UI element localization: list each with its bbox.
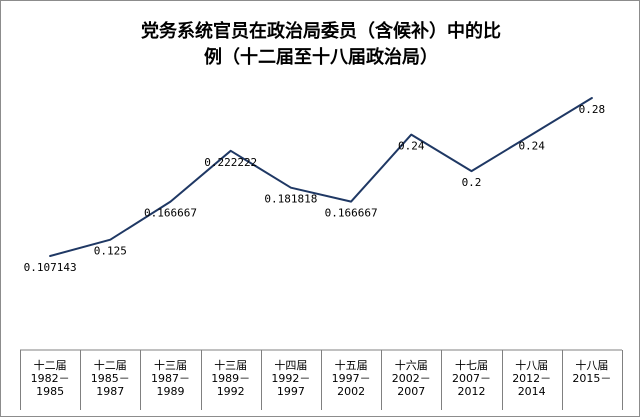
x-tick-label: 2012－ (512, 372, 551, 385)
x-tick-label: 2007 (397, 385, 425, 398)
x-tick-label: 2015－ (572, 372, 611, 385)
x-tick-label: 十二届 (94, 358, 127, 372)
x-tick-label: 1992 (217, 385, 245, 398)
chart-title-line-1: 党务系统官员在政治局委员（含候补）中的比 (141, 21, 501, 42)
x-tick-label: 1982－ (31, 372, 70, 385)
x-tick-label: 2002 (337, 385, 365, 398)
data-label: 0.107143 (24, 261, 77, 274)
data-label: 0.222222 (204, 156, 257, 169)
x-tick-label: 1985－ (91, 372, 130, 385)
x-tick-label: 2007－ (452, 372, 491, 385)
x-tick-label: 十三届 (214, 358, 247, 372)
data-label: 0.166667 (325, 207, 378, 220)
x-tick-label: 十四届 (274, 358, 307, 372)
x-tick-label: 十七届 (455, 358, 488, 372)
x-tick-label: 1997 (277, 385, 305, 398)
data-label: 0.2 (462, 176, 482, 189)
x-tick-label: 1987 (96, 385, 124, 398)
data-label: 0.24 (398, 140, 425, 153)
chart-title-line-2: 例（十二届至十八届政治局） (204, 47, 438, 68)
series-line (49, 97, 593, 257)
x-tick-label: 十五届 (335, 358, 368, 372)
x-tick-label: 2014 (518, 385, 546, 398)
x-tick-label: 2012 (458, 385, 486, 398)
x-tick-label: 1987－ (151, 372, 190, 385)
data-label: 0.125 (94, 245, 127, 258)
x-tick-label: 十八届 (575, 358, 608, 372)
x-tick-label: 十三届 (154, 358, 187, 372)
data-label: 0.28 (579, 103, 606, 116)
x-tick-label: 2002－ (392, 372, 431, 385)
data-label: 0.166667 (144, 207, 197, 220)
data-label: 0.181818 (264, 193, 317, 206)
x-tick-label: 1997－ (332, 372, 371, 385)
x-tick-label: 1989 (157, 385, 185, 398)
x-tick-label: 1992－ (271, 372, 310, 385)
x-tick-label: 1989－ (211, 372, 250, 385)
x-tick-label: 十八届 (515, 358, 548, 372)
x-tick-label: 1985 (36, 385, 64, 398)
chart-title: 党务系统官员在政治局委员（含候补）中的比 例（十二届至十八届政治局） (1, 19, 640, 71)
x-tick-label: 十二届 (34, 358, 67, 372)
data-label: 0.24 (518, 140, 545, 153)
x-tick-label: 十六届 (395, 358, 428, 372)
